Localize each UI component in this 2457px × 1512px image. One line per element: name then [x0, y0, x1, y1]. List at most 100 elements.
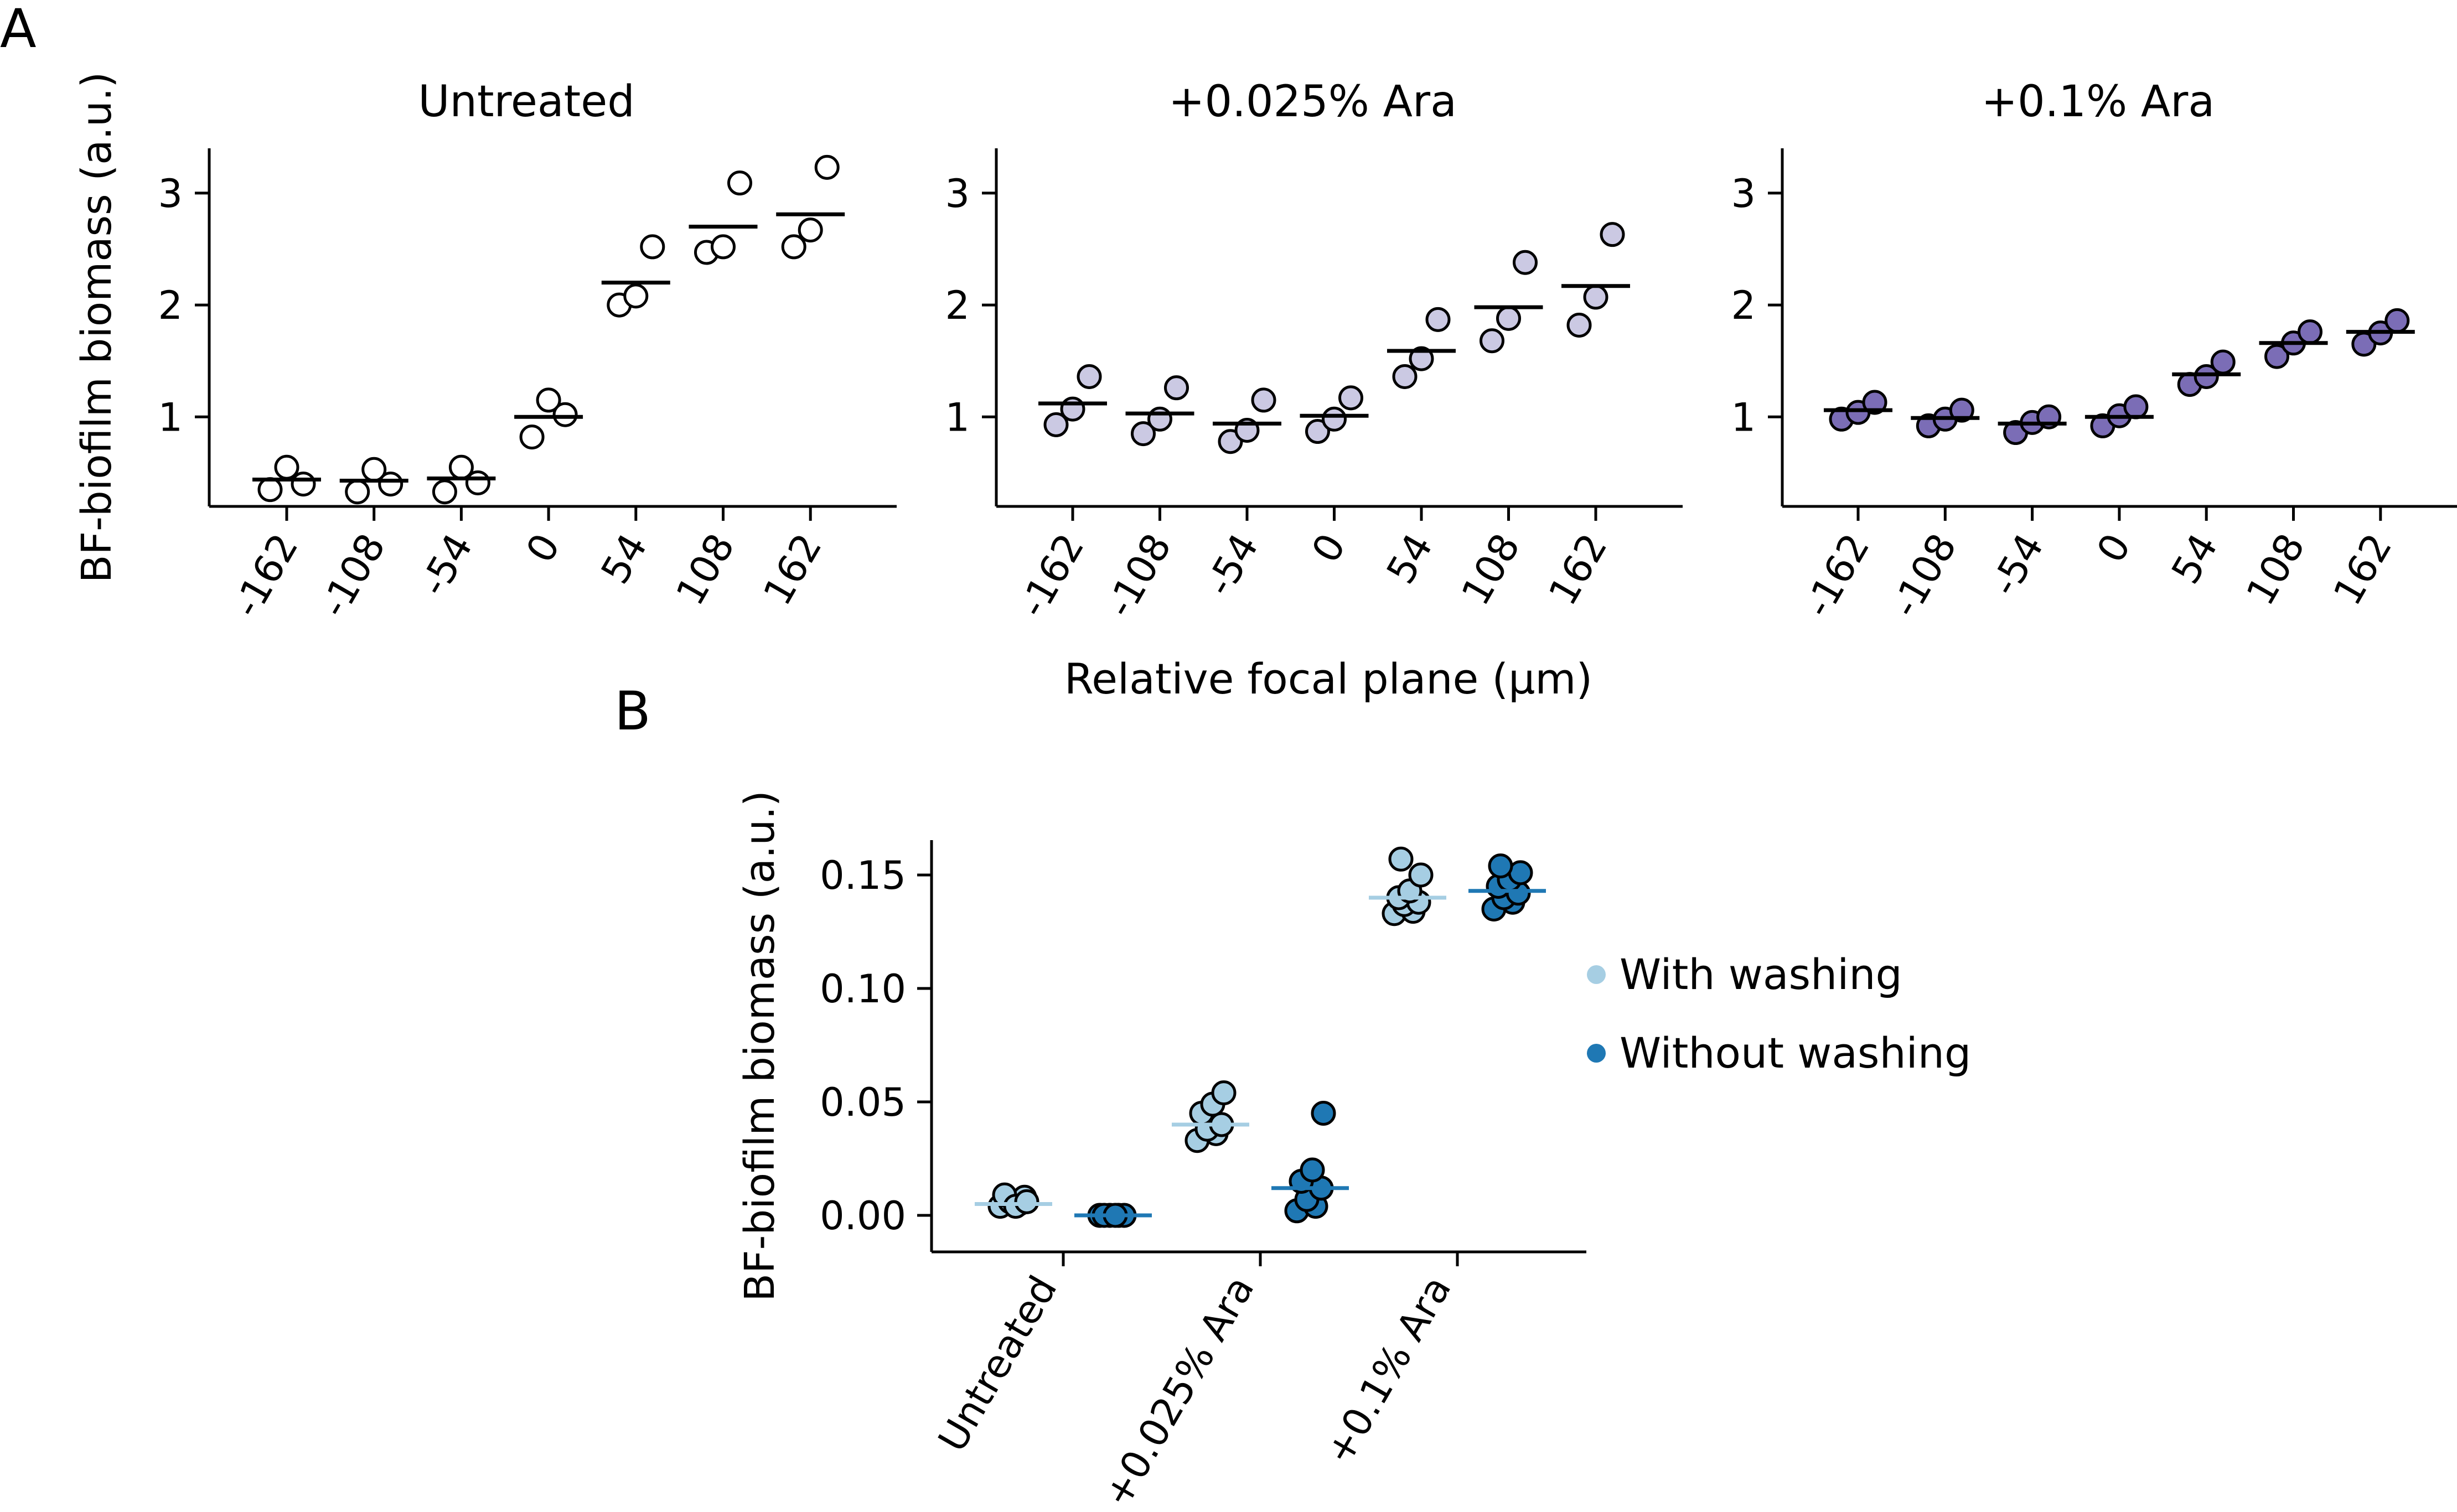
data-point	[2298, 319, 2322, 345]
x-tick-label: 108	[667, 526, 743, 613]
legend-label: Without washing	[1620, 1028, 1971, 1078]
data-point	[1566, 312, 1592, 338]
data-point	[1583, 284, 1608, 310]
data-point	[1862, 390, 1887, 415]
x-tick-label: 54	[592, 526, 656, 592]
data-point	[1322, 406, 1347, 432]
data-point	[640, 234, 665, 260]
data-point	[1131, 421, 1156, 447]
data-point	[1338, 385, 1363, 411]
data-point	[711, 234, 736, 260]
data-point	[257, 477, 283, 503]
data-point	[536, 387, 561, 413]
data-point	[1305, 419, 1330, 444]
x-tick-label: 162	[2325, 526, 2401, 613]
subplot-title: +0.025% Ara	[1168, 77, 1457, 127]
x-tick-label: 54	[2163, 526, 2227, 592]
x-tick-label: -162	[224, 526, 307, 625]
data-point	[1949, 397, 1974, 423]
data-point	[1409, 346, 1434, 371]
data-point	[1300, 1157, 1325, 1183]
x-tick-label: -108	[311, 526, 394, 625]
data-point	[814, 154, 840, 180]
x-tick-label: 0	[2088, 526, 2139, 571]
x-tick-label: +0.1% Ara	[1316, 1268, 1460, 1473]
data-point	[1077, 364, 1102, 389]
y-tick-label: 1	[158, 395, 183, 440]
y-tick-label: 1	[945, 395, 970, 440]
x-tick-label: -54	[411, 526, 482, 604]
data-point	[1513, 250, 1538, 275]
data-point	[1251, 387, 1276, 413]
legend-label: With washing	[1620, 950, 1902, 999]
subplot-title: +0.1% Ara	[1982, 77, 2215, 127]
data-point	[798, 218, 823, 243]
x-tick-label: -54	[1197, 526, 1268, 604]
data-point	[1600, 222, 1625, 247]
data-point	[1211, 1080, 1237, 1106]
x-tick-label: 54	[1378, 526, 1442, 592]
data-point	[2194, 364, 2219, 389]
y-tick-label: 3	[945, 171, 970, 216]
data-point	[1408, 862, 1434, 888]
subplot-title: Untreated	[418, 77, 634, 127]
x-tick-label: 0	[518, 526, 569, 571]
data-point	[1060, 396, 1085, 422]
x-tick-label: 108	[1452, 526, 1529, 613]
data-point	[1388, 846, 1414, 872]
data-point	[274, 454, 299, 480]
data-point	[2210, 349, 2236, 375]
x-tick-label: -162	[1010, 526, 1093, 625]
x-tick-label: -108	[1097, 526, 1180, 625]
y-axis-label: BF-biofilm biomass (a.u.)	[73, 72, 121, 583]
x-tick-label: 108	[2237, 526, 2314, 613]
data-point	[1496, 305, 1521, 331]
data-point	[1425, 307, 1451, 332]
data-point	[378, 472, 404, 497]
x-tick-label: 162	[1540, 526, 1616, 613]
panel-b-label: B	[614, 680, 651, 742]
x-tick-label: 0	[1303, 526, 1354, 571]
data-point	[1043, 412, 1069, 437]
panel-a-label: A	[0, 0, 37, 60]
y-tick-label: 2	[158, 283, 183, 328]
data-point	[727, 170, 752, 196]
data-point	[1014, 1189, 1039, 1214]
x-tick-label: -162	[1795, 526, 1878, 625]
y-tick-label: 1	[1731, 395, 1756, 440]
data-point	[2384, 308, 2410, 333]
y-tick-label: 2	[1731, 283, 1756, 328]
shared-x-axis-label: Relative focal plane (μm)	[1064, 654, 1592, 703]
data-point	[465, 470, 490, 496]
x-tick-label: Untreated	[929, 1268, 1066, 1459]
x-tick-label: -108	[1882, 526, 1965, 625]
data-point	[519, 424, 545, 450]
data-point	[345, 479, 370, 505]
y-tick-label: 0.05	[820, 1080, 906, 1125]
x-tick-label: 162	[754, 526, 831, 613]
data-point	[432, 479, 457, 505]
data-point	[1164, 375, 1189, 401]
data-point	[1147, 406, 1172, 432]
y-tick-label: 2	[945, 283, 970, 328]
y-tick-label: 0.00	[820, 1193, 906, 1239]
data-point	[1311, 1101, 1336, 1126]
data-point	[1392, 364, 1418, 389]
y-tick-label: 0.15	[820, 853, 906, 898]
data-point	[781, 234, 806, 260]
data-point	[2264, 344, 2289, 369]
x-tick-label: -54	[1982, 526, 2052, 604]
legend-marker	[1587, 1044, 1606, 1063]
y-tick-label: 3	[158, 171, 183, 216]
y-tick-label: 3	[1731, 171, 1756, 216]
data-point	[552, 402, 578, 427]
data-point	[623, 283, 649, 309]
y-axis-label: BF-biofilm biomass (a.u.)	[736, 790, 784, 1302]
data-point	[2123, 394, 2149, 420]
y-tick-label: 0.10	[820, 966, 906, 1012]
data-point	[1480, 328, 1504, 354]
legend-marker	[1587, 965, 1606, 984]
x-tick-label: +0.025% Ara	[1094, 1268, 1263, 1512]
